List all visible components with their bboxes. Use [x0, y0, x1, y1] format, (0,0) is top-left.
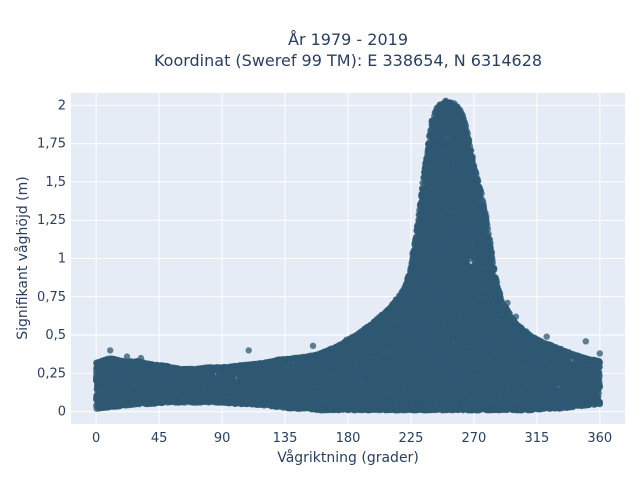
scatter-points: [93, 97, 603, 414]
chart-subtitle: Koordinat (Sweref 99 TM): E 338654, N 63…: [154, 51, 542, 70]
chart-title: År 1979 - 2019: [288, 30, 408, 49]
